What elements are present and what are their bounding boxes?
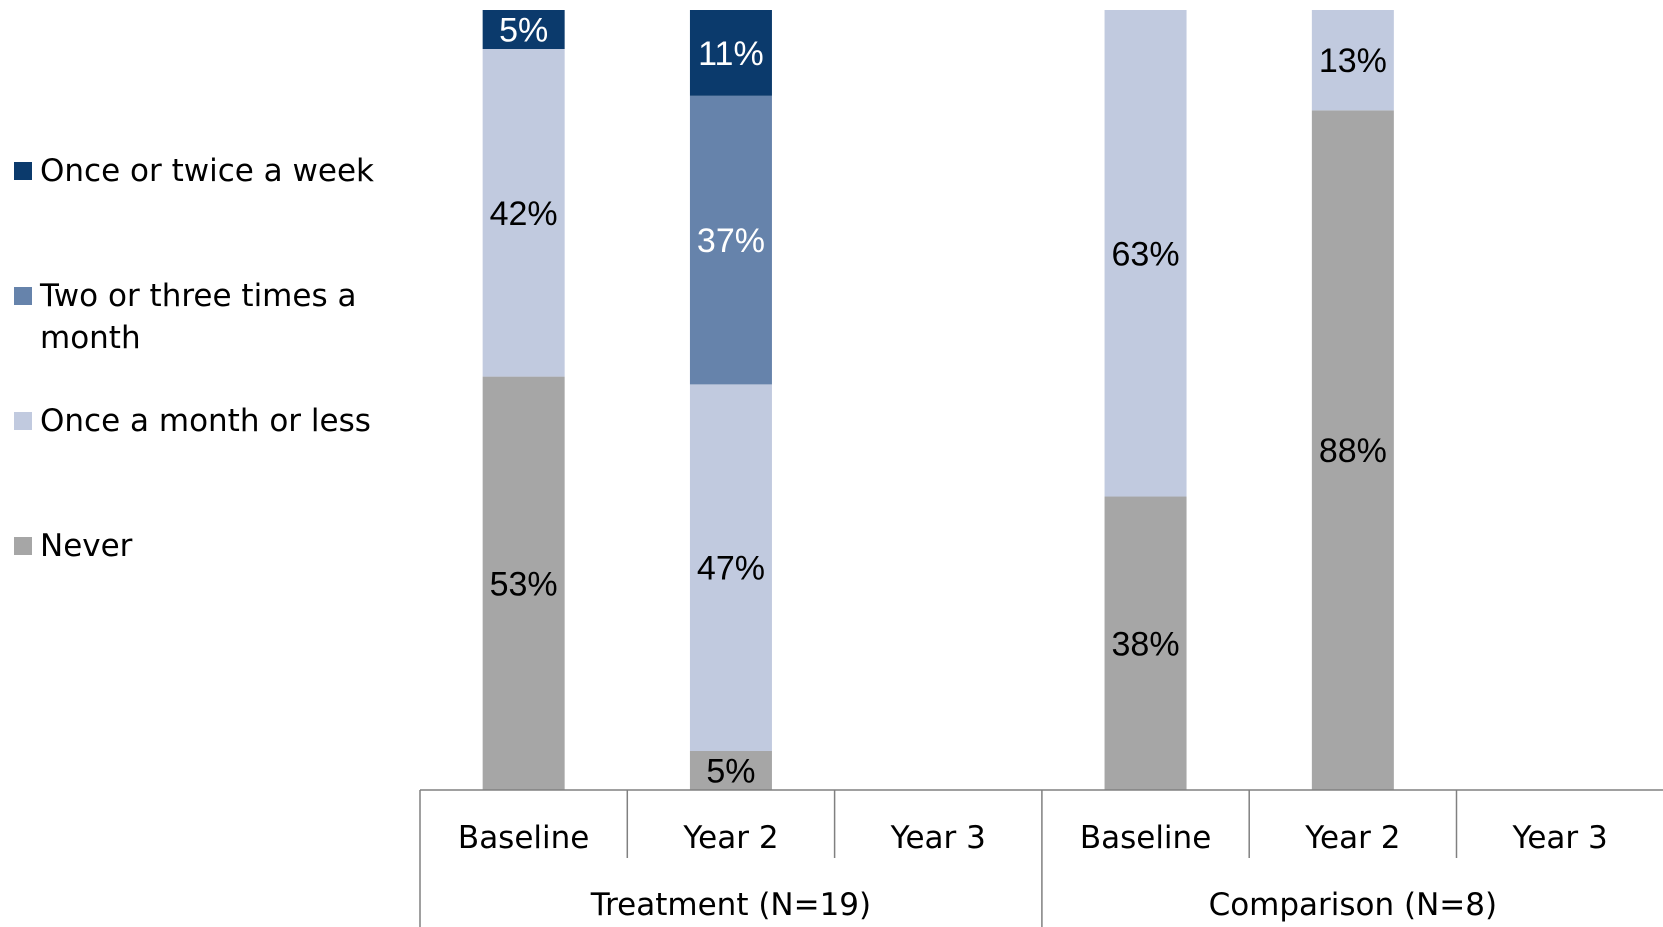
legend-item-once-or-twice-a-week: Once or twice a week [14,150,380,192]
bar-segment-once-a-month-or-less-4 [1311,10,1394,111]
data-label: 63% [1112,235,1180,273]
bar-segment-once-or-twice-a-week-1 [689,10,772,96]
bar-segment-once-a-month-or-less-3 [1104,10,1187,497]
data-label: 37% [697,222,765,260]
x-group-label: Treatment (N=19) [590,887,871,923]
legend-label: Once or twice a week [40,153,374,189]
legend-swatch-once-or-twice-a-week [14,162,32,180]
bar-segment-once-a-month-or-less-1 [689,384,772,751]
x-tick-label: Year 3 [1512,820,1608,856]
bar-segment-never-4 [1311,110,1394,790]
legend-item-once-a-month-or-less: Once a month or less [14,400,380,442]
bar-segment-once-a-month-or-less-0 [482,49,565,377]
data-label: 5% [706,753,755,791]
legend-item-never: Never [14,525,380,567]
x-tick-label: Year 3 [890,820,986,856]
x-tick-label: Baseline [458,820,589,856]
bar-segment-never-1 [689,751,772,790]
bar-segment-never-3 [1104,496,1187,790]
bar-segment-never-0 [482,376,565,790]
data-label: 88% [1319,432,1387,470]
legend-swatch-never [14,537,32,555]
legend-item-two-or-three-times-a-month: Two or three times a month [14,275,380,359]
legend-label: Two or three times a month [40,278,357,356]
data-label: 13% [1319,42,1387,80]
data-label: 38% [1112,625,1180,663]
data-label: 11% [698,35,764,73]
x-tick-label: Year 2 [682,820,778,856]
data-label: 42% [490,195,558,233]
legend-label: Once a month or less [40,403,371,439]
x-tick-label: Baseline [1080,820,1211,856]
bar-segment-two-or-three-times-a-month-1 [689,95,772,385]
legend-swatch-two-or-three-times-a-month [14,287,32,305]
legend-label: Never [40,528,133,564]
bar-segment-once-or-twice-a-week-0 [482,10,565,49]
data-label: 5% [499,12,548,50]
x-tick-label: Year 2 [1304,820,1400,856]
legend-swatch-once-a-month-or-less [14,412,32,430]
data-label: 53% [490,565,558,603]
data-label: 47% [697,550,765,588]
x-group-label: Comparison (N=8) [1209,887,1498,923]
